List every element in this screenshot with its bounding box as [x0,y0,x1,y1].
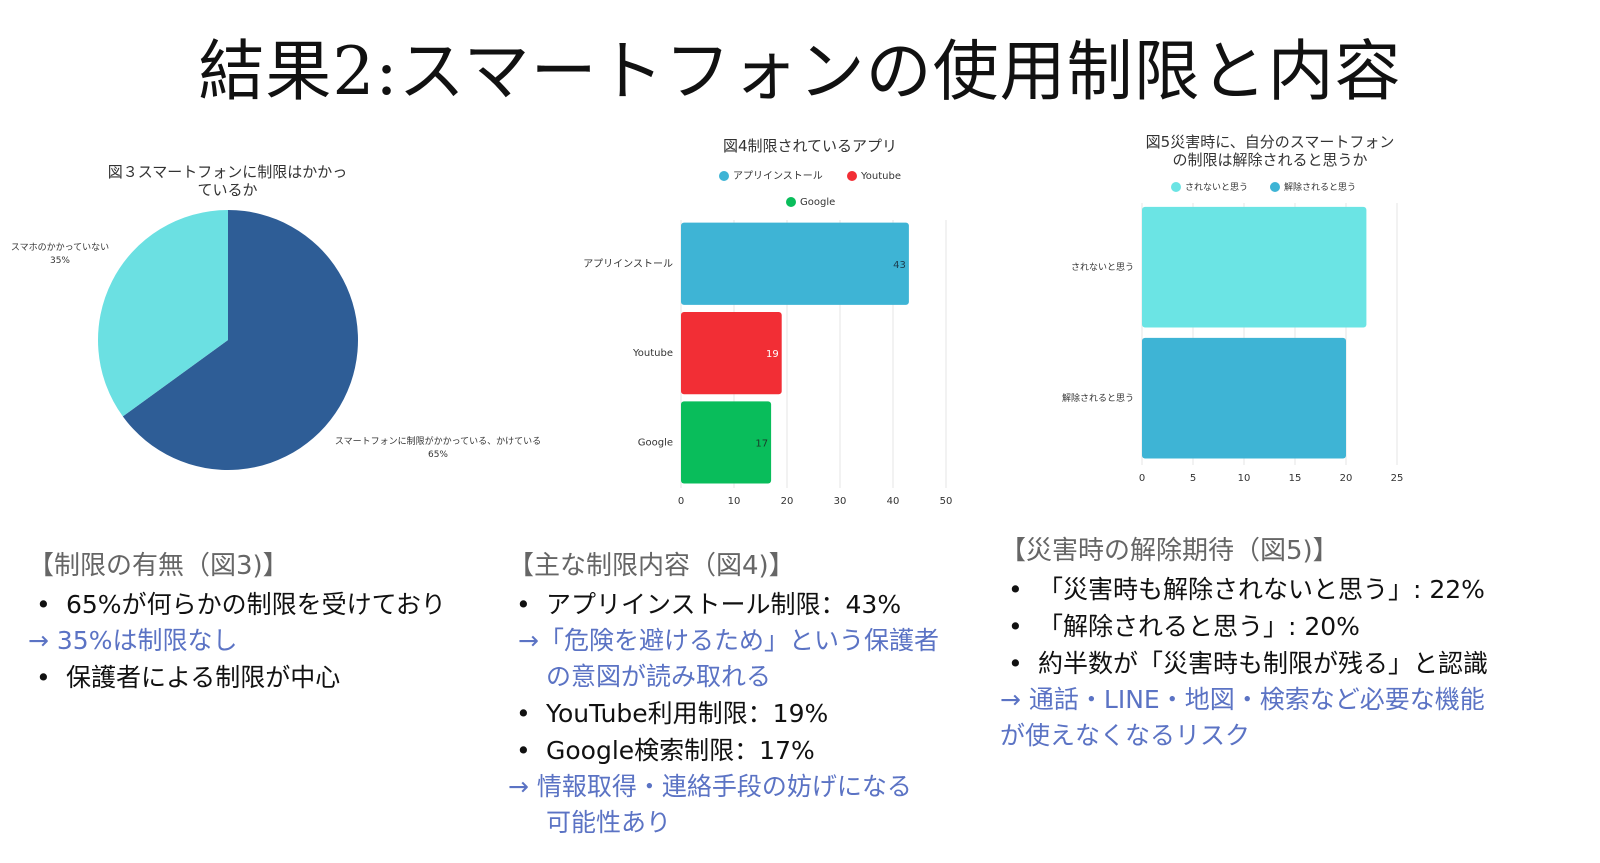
bar1-value-label: 17 [755,438,768,449]
bar1-bars: アプリインストール 43 Youtube 19 Google 17 [583,222,909,484]
bar1-value-label: 19 [766,349,779,360]
bar2-category-label: されないと思う [1071,262,1134,273]
bar1-value-label: 43 [893,260,906,271]
bar-chart-2-title: 図5災害時に、自分のスマートフォン の制限は解除されると思うか [1105,133,1435,169]
bar1-bar [681,312,782,395]
bar1-category-label: アプリインストール [583,258,673,270]
section-1-heading: 【制限の有無（図3)】 [28,551,289,581]
section-3-bullet-3: 約半数が「災害時も制限が残る」と認識 [1000,645,1590,682]
bar2-bar [1142,337,1346,459]
bar2-title-line-1: 図5災害時に、自分のスマートフォン [1145,133,1395,151]
legend-marker-not-released [1171,182,1181,192]
section-restriction-status: 【制限の有無（図3)】 65%が何らかの制限を受けており → 35%は制限なし … [28,548,498,696]
section-3-bullet-2: 「解除されると思う」: 20% [1000,608,1590,645]
bar1-bar [681,401,772,484]
pie-slice-unrestricted [98,210,229,417]
bar2-tick-label: 15 [1289,473,1302,484]
section-3-bullet-1: 「災害時も解除されないと思う」: 22% [1000,571,1590,608]
section-2-note-1a: →「危険を避けるため」という保護者 [518,626,939,655]
pie-chart: スマホのかかっていない 35% スマートフォンに制限がかかっている、かけている … [11,210,541,471]
legend-marker-released [1270,182,1280,192]
legend-marker-google [786,197,796,207]
bar1-tick-label: 10 [728,496,741,507]
section-2-bullet-1: アプリインストール制限：43% [508,586,988,623]
pie-chart-title: 図３スマートフォンに制限はかかっ ているか [85,163,370,199]
section-3-note-1b: が使えなくなるリスク [1000,721,1251,750]
pie-pct-restricted: 65% [428,450,448,460]
bar-chart-apps: アプリインストール Youtube Google アプリインストール 43 Yout… [583,170,953,507]
pie-label-unrestricted: スマホのかかっていない [11,242,109,253]
section-2-bullet-3: Google検索制限：17% [508,732,988,769]
section-2-heading: 【主な制限内容（図4)】 [508,551,795,581]
legend-label-app-install: アプリインストール [733,170,823,182]
pie-title-line-1: 図３スマートフォンに制限はかかっ [107,163,348,181]
bar2-tick-label: 20 [1340,473,1353,484]
bar2-tick-label: 5 [1190,473,1196,484]
pie-title-line-2: ているか [197,181,258,199]
legend-label-google: Google [800,197,835,208]
pie-label-restricted: スマートフォンに制限がかかっている、かけている [335,435,541,447]
bar1-tick-label: 30 [834,496,847,507]
bar1-category-label: Google [638,437,673,448]
section-2-note-2b: 可能性あり [546,808,672,837]
section-2-bullet-2: YouTube利用制限：19% [508,695,988,732]
bar1-tick-label: 20 [781,496,794,507]
bar1-tick-label: 0 [678,496,684,507]
bar2-tick-label: 25 [1391,473,1404,484]
bar2-title-line-2: の制限は解除されると思うか [1172,151,1368,169]
bar2-tick-label: 10 [1238,473,1251,484]
legend-marker-app-install [719,171,729,181]
bar-chart-1-title: 図4制限されているアプリ [722,137,898,155]
bar1-category-label: Youtube [632,348,673,359]
bar2-category-label: 解除されると思う [1062,392,1134,404]
section-disaster-expectation: 【災害時の解除期待（図5)】 「災害時も解除されないと思う」: 22% 「解除さ… [1000,533,1590,754]
section-3-heading: 【災害時の解除期待（図5)】 [1000,536,1339,566]
bar2-tick-label: 0 [1139,473,1145,484]
legend-label-youtube: Youtube [860,171,901,182]
section-2-note-1b: の意図が読み取れる [546,662,772,691]
bar2-bar [1142,206,1367,328]
pie-slice-restricted [122,210,358,471]
bar1-x-ticks: 0 10 20 30 40 50 [678,496,953,507]
legend-marker-youtube [847,171,857,181]
bar1-bar [681,222,909,305]
bar2-x-ticks: 0 5 10 15 20 25 [1139,473,1404,484]
legend-label-released: 解除されると思う [1284,181,1356,193]
section-1-note-1: → 35%は制限なし [28,626,238,655]
page-title: 結果2:スマートフォンの使用制限と内容 [198,33,1402,110]
bar1-tick-label: 50 [940,496,953,507]
bar1-legend: アプリインストール Youtube Google [719,170,901,208]
legend-label-not-released: されないと思う [1185,182,1248,193]
section-1-bullet-1: 65%が何らかの制限を受けており [28,586,498,623]
bar1-tick-label: 40 [887,496,900,507]
pie-pct-unrestricted: 35% [50,256,70,266]
section-3-note-1a: → 通話・LINE・地図・検索など必要な機能 [1000,685,1485,714]
section-1-bullet-2: 保護者による制限が中心 [28,659,498,696]
section-2-note-2a: → 情報取得・連絡手段の妨げになる [508,772,912,801]
bar2-legend: されないと思う 解除されると思う [1171,181,1356,193]
section-main-restrictions: 【主な制限内容（図4)】 アプリインストール制限：43% →「危険を避けるため」… [508,548,988,841]
